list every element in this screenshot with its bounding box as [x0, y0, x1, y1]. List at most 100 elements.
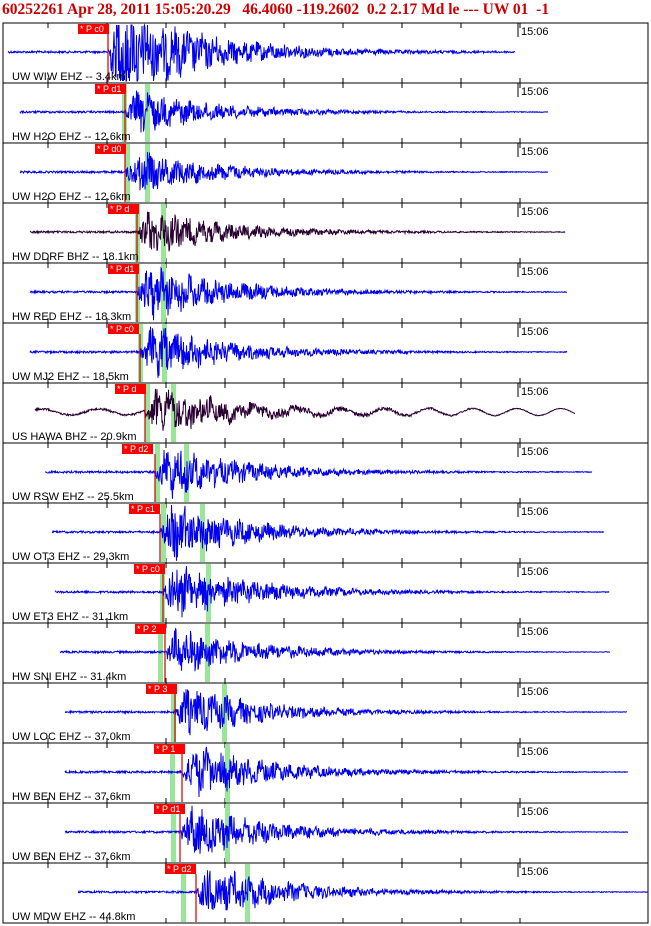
station-label: US HAWA BHZ -- 20.9km — [12, 431, 136, 443]
channel-frame — [2, 622, 649, 684]
waveform-trace — [29, 211, 566, 252]
station-label: HW DDRF BHZ -- 18.1km — [12, 251, 139, 263]
waveform-trace — [51, 504, 605, 561]
channel-row: 15:06 * P d2 UW MDW EHZ -- 44.8km — [2, 862, 649, 924]
time-label: 15:06 — [521, 506, 549, 518]
pick-label: * P 3 — [148, 684, 167, 694]
station-label: UW H2O EHZ -- 12.6km — [12, 191, 131, 203]
s-phase-marker — [145, 84, 150, 142]
pick-label: * P c0 — [136, 564, 160, 574]
pick-label: * P d0 — [97, 144, 121, 154]
channel-row: 15:06 * P c0 UW MJ2 EHZ -- 18.5km — [2, 322, 649, 384]
channel-row: 15:06 * P d2 UW RSW EHZ -- 25.5km — [2, 442, 649, 504]
station-label: HW RED EHZ -- 18.3km — [12, 311, 131, 323]
time-label: 15:06 — [521, 446, 549, 458]
pick-flag[interactable] — [108, 204, 139, 214]
pick-label: * P d2 — [167, 864, 191, 874]
station-label: HW H2O EHZ -- 12.6km — [12, 131, 131, 143]
pick-flag[interactable] — [135, 624, 166, 634]
s-phase-marker — [206, 564, 211, 622]
station-label: UW LOC EHZ -- 37.0km — [12, 731, 131, 743]
channel-row: 15:06 * P 3 UW LOC EHZ -- 37.0km — [2, 682, 649, 744]
time-label: 15:06 — [521, 86, 549, 98]
p-phase-marker — [171, 804, 176, 862]
time-label: 15:06 — [521, 566, 549, 578]
time-label: 15:06 — [521, 26, 549, 38]
s-phase-marker — [162, 324, 167, 382]
pick-flag[interactable] — [154, 804, 185, 814]
time-label: 15:06 — [521, 266, 549, 278]
s-phase-marker — [171, 384, 176, 442]
pick-label: * P c0 — [110, 324, 134, 334]
waveform-trace — [34, 388, 576, 431]
time-label: 15:06 — [521, 206, 549, 218]
pick-label: * P d1 — [156, 804, 180, 814]
pick-flag[interactable] — [129, 504, 160, 514]
channel-row: 15:06 * P d1 HW RED EHZ -- 18.3km — [2, 262, 649, 324]
event-summary-text: 60252261 Apr 28, 2011 15:05:20.29 46.406… — [2, 1, 550, 18]
station-label: HW SNI EHZ -- 31.4km — [12, 671, 126, 683]
waveform-trace — [29, 266, 568, 321]
pick-label: * P d — [110, 204, 129, 214]
channel-row: 15:06 * P c0 UW ET3 EHZ -- 31.1km — [2, 562, 649, 624]
channel-row: 15:06 * P d US HAWA BHZ -- 20.9km — [2, 382, 649, 444]
waveform-trace — [64, 805, 629, 854]
waveform-trace — [44, 449, 593, 499]
station-label: UW MDW EHZ -- 44.8km — [12, 911, 135, 923]
station-label: UW ET3 EHZ -- 31.1km — [12, 611, 128, 623]
station-label: UW OT3 EHZ -- 29.3km — [12, 551, 129, 563]
waveform-trace — [54, 566, 610, 618]
time-label: 15:06 — [521, 326, 549, 338]
waveform-trace — [7, 23, 516, 82]
pick-label: * P c0 — [80, 24, 104, 34]
time-label: 15:06 — [521, 746, 549, 758]
pick-flag[interactable] — [134, 564, 165, 574]
p-phase-marker — [170, 744, 175, 802]
waveform-trace — [78, 870, 649, 911]
channel-row: 15:06 * P 1 HW BEN EHZ -- 37.6km — [2, 742, 649, 804]
station-label: UW MJ2 EHZ -- 18.5km — [12, 371, 129, 383]
pick-flag[interactable] — [146, 684, 177, 694]
pick-flag[interactable] — [154, 744, 185, 754]
pick-label: * P d — [117, 384, 136, 394]
pick-flag[interactable] — [78, 24, 109, 34]
pick-flag[interactable] — [95, 144, 126, 154]
pick-label: * P 2 — [137, 624, 156, 634]
channel-row: 15:06 * P d1 UW BEN EHZ -- 37.6km — [2, 802, 649, 864]
pick-flag[interactable] — [95, 84, 126, 94]
channel-row: 15:06 * P d0 UW H2O EHZ -- 12.6km — [2, 142, 649, 204]
waveform-trace — [64, 689, 627, 736]
waveform-trace — [59, 627, 610, 672]
pick-flag[interactable] — [108, 324, 139, 334]
channel-frame — [2, 382, 649, 444]
time-label: 15:06 — [521, 146, 549, 158]
channel-row: 15:06 * P d1 HW H2O EHZ -- 12.6km — [2, 82, 649, 144]
waveform-trace — [19, 90, 549, 133]
time-label: 15:06 — [521, 806, 549, 818]
waveform-trace — [29, 326, 568, 378]
station-label: UW WIW EHZ -- 3.4km — [12, 71, 126, 83]
channel-row: 15:06 * P c1 UW OT3 EHZ -- 29.3km — [2, 502, 649, 564]
time-label: 15:06 — [521, 686, 549, 698]
pick-flag[interactable] — [165, 864, 196, 874]
channel-row: 15:06 * P d HW DDRF BHZ -- 18.1km — [2, 202, 649, 264]
waveform-trace — [19, 152, 549, 191]
pick-flag[interactable] — [115, 384, 146, 394]
pick-label: * P c1 — [131, 504, 155, 514]
pick-flag[interactable] — [108, 264, 139, 274]
station-label: HW BEN EHZ -- 37.6km — [12, 791, 131, 803]
time-label: 15:06 — [521, 866, 549, 878]
time-label: 15:06 — [521, 626, 549, 638]
pick-label: * P d2 — [124, 444, 148, 454]
pick-flag[interactable] — [122, 444, 153, 454]
pick-label: * P d1 — [110, 264, 134, 274]
waveform-trace — [64, 746, 629, 798]
station-label: UW RSW EHZ -- 25.5km — [12, 491, 134, 503]
pick-label: * P 1 — [156, 744, 175, 754]
event-header: 60252261 Apr 28, 2011 15:05:20.29 46.406… — [0, 0, 651, 22]
channel-row: 15:06 * P c0 UW WIW EHZ -- 3.4km — [2, 22, 649, 84]
station-label: UW BEN EHZ -- 37.6km — [12, 851, 131, 863]
pick-label: * P d1 — [97, 84, 121, 94]
channel-row: 15:06 * P 2 HW SNI EHZ -- 31.4km — [2, 622, 649, 684]
